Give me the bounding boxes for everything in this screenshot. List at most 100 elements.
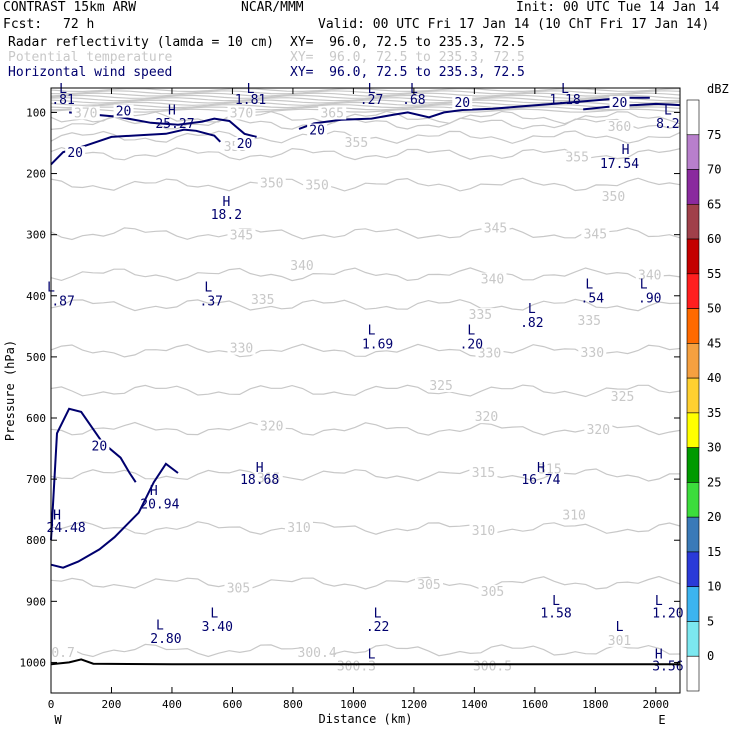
extremum-value: 8.2: [656, 117, 679, 132]
theta-label-bg: [584, 423, 613, 436]
theta-label-bg: [227, 341, 256, 355]
colorbar-swatch: [686, 586, 700, 622]
colorbar-level-45: 45: [707, 336, 721, 350]
colorbar-swatch: [686, 99, 700, 136]
colorbar-level-35: 35: [707, 406, 721, 420]
x-tick-label: 200: [102, 698, 122, 711]
x-tick-label: 400: [162, 698, 182, 711]
colorbar-level-10: 10: [707, 580, 721, 594]
wind-contour-5: [50, 462, 179, 569]
x-tick-label: 1200: [401, 698, 428, 711]
theta-label-bg: [599, 190, 628, 204]
theta-contour-upper: [50, 87, 681, 93]
wind-label-20: 20: [116, 105, 132, 120]
extremum-L: L: [640, 278, 648, 293]
theta-contour-345: [50, 227, 681, 241]
valid-time: Valid: 00 UTC Fri 17 Jan 14 (10 ChT Fri …: [318, 17, 710, 32]
extremum-L: L: [664, 103, 672, 118]
extremum-value: .87: [51, 295, 74, 310]
theta-label-345: 345: [584, 227, 607, 242]
init-time: Init: 00 UTC Tue 14 Jan 14: [516, 0, 720, 15]
theta-label-305: 305: [227, 581, 250, 596]
theta-contour-upper: [50, 94, 681, 99]
extremum-L: L: [368, 323, 376, 338]
extremum-H: H: [222, 195, 230, 210]
colorbar-level-50: 50: [707, 302, 721, 316]
y-tick-label: 700: [26, 473, 46, 486]
colorbar-level-5: 5: [707, 614, 714, 628]
extremum-L: L: [561, 82, 569, 97]
extremum-value: 2.80: [150, 632, 181, 647]
theta-label-310: 310: [562, 509, 585, 524]
extremum-value: 25.27: [155, 117, 194, 132]
wind-label-20: 20: [237, 137, 253, 152]
extremum-value: 1.18: [549, 93, 580, 108]
extremum-value: .90: [638, 292, 661, 307]
wind-label-20: 20: [309, 124, 325, 139]
theta-label-305: 305: [417, 578, 440, 593]
theta-label-325: 325: [611, 390, 634, 405]
theta-label-bg: [478, 659, 507, 673]
extremum-value: .20: [460, 337, 483, 352]
theta-contour-upper: [50, 90, 681, 95]
extremum-value: .22: [366, 620, 389, 635]
theta-label-bg: [257, 176, 286, 190]
colorbar-level-15: 15: [707, 545, 721, 559]
theta-contour-305: [50, 575, 681, 590]
org-label: NCAR/MMM: [241, 0, 304, 15]
y-tick-label: 800: [26, 534, 46, 547]
colorbar-swatch: [686, 238, 700, 275]
extremum-value: .82: [520, 316, 543, 331]
y-tick-label: 1000: [20, 656, 47, 669]
theta-label-bg: [608, 390, 637, 403]
wind-contour-4: [50, 407, 137, 541]
extremum-H: H: [622, 143, 630, 158]
theta-label-301: 301: [608, 634, 631, 649]
theta-label-340: 340: [481, 273, 504, 288]
extremum-value: 1.69: [362, 337, 393, 352]
colorbar-level-65: 65: [707, 197, 721, 211]
theta-label-bg: [342, 135, 371, 149]
extremum-H: H: [655, 647, 663, 662]
theta-label-bg: [575, 314, 604, 328]
extremum-L: L: [374, 606, 382, 621]
colorbar-unit: dBZ: [707, 82, 729, 96]
theta-label-bg: [257, 419, 286, 433]
theta-contour-upper: [50, 104, 681, 109]
x-tick-label: 1800: [582, 698, 609, 711]
theta-label-340: 340: [638, 268, 661, 283]
field-xy-wind: XY= 96.0, 72.5 to 235.3, 72.5: [290, 65, 525, 80]
theta-label-355: 355: [345, 136, 368, 151]
extremum-value: .54: [581, 292, 605, 307]
extremum-L: L: [368, 82, 376, 97]
extremum-L: L: [368, 647, 376, 662]
x-tick-label: 0: [48, 698, 55, 711]
colorbar-level-75: 75: [707, 128, 721, 142]
extremum-H: H: [537, 461, 545, 476]
wind-label-20: 20: [454, 96, 470, 111]
colorbar-level-55: 55: [707, 267, 721, 281]
extremum-L: L: [528, 302, 536, 317]
extremum-H: H: [150, 484, 158, 499]
theta-label-320: 320: [260, 419, 283, 434]
extremum-value: 20.94: [140, 498, 179, 513]
theta-contour-340: [50, 267, 681, 282]
wind-contour-2: [298, 96, 650, 130]
colorbar-swatch: [686, 169, 700, 205]
y-tick-label: 100: [26, 106, 46, 119]
theta-label-305: 305: [481, 585, 504, 600]
theta-label-bg: [481, 221, 510, 235]
extremum-L: L: [655, 594, 663, 609]
theta-label-315: 315: [257, 471, 280, 486]
theta-contour-300: [50, 643, 681, 658]
colorbar-swatch: [686, 621, 700, 657]
colorbar-swatch: [686, 447, 700, 483]
theta-contour-325: [50, 384, 681, 398]
theta-label-bg: [227, 228, 256, 242]
y-tick-label: 500: [26, 351, 46, 364]
y-tick-label: 200: [26, 168, 46, 181]
extremum-value: .37: [200, 295, 223, 310]
field-name-theta: Potential temperature: [8, 50, 173, 65]
wind-label-bg: [452, 96, 473, 110]
theta-contour-upper: [50, 99, 681, 104]
